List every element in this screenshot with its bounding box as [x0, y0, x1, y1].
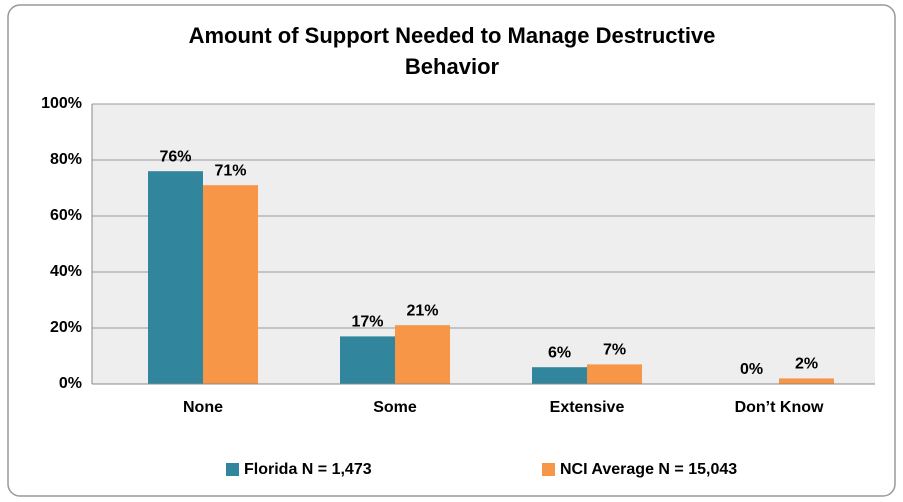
y-tick-label: 40% — [50, 263, 82, 280]
bar — [148, 171, 203, 384]
y-tick-label: 0% — [59, 375, 82, 392]
legend-swatch — [226, 463, 239, 476]
data-label: 76% — [159, 148, 191, 165]
x-tick-label: None — [183, 399, 223, 416]
data-label: 7% — [603, 342, 626, 359]
data-label: 6% — [548, 344, 571, 361]
data-label: 71% — [214, 162, 246, 179]
y-tick-label: 100% — [41, 95, 82, 112]
data-label: 17% — [351, 314, 383, 331]
data-label: 2% — [795, 356, 818, 373]
x-tick-label: Some — [373, 399, 417, 416]
legend-swatch — [542, 463, 555, 476]
bar — [532, 367, 587, 384]
data-label: 21% — [406, 302, 438, 319]
bar — [779, 378, 834, 384]
y-tick-label: 20% — [50, 319, 82, 336]
y-tick-label: 80% — [50, 151, 82, 168]
data-label: 0% — [740, 361, 763, 378]
x-tick-label: Extensive — [550, 399, 625, 416]
bar — [395, 325, 450, 384]
bar — [587, 364, 642, 384]
legend-label: Florida N = 1,473 — [244, 461, 372, 478]
y-tick-label: 60% — [50, 207, 82, 224]
x-tick-label: Don’t Know — [735, 399, 824, 416]
legend-label: NCI Average N = 15,043 — [560, 461, 737, 478]
bar — [340, 336, 395, 384]
bar — [203, 185, 258, 384]
chart-title: Amount of Support Needed to Manage Destr… — [189, 23, 716, 79]
